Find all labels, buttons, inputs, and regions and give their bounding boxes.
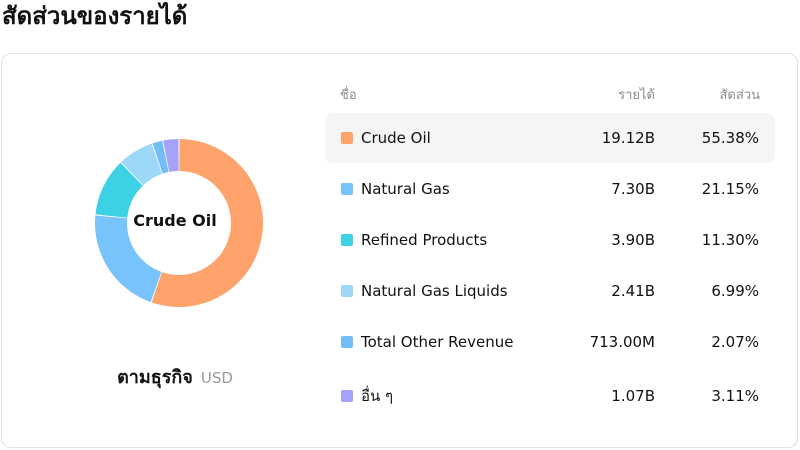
table-row[interactable]: อื่น ๆ 1.07B 3.11% [325,371,775,421]
row-revenue: 19.12B [601,129,655,147]
table-header: ชื่อ รายได้ สัดส่วน [340,86,760,106]
segment-title: ตามธุรกิจ [117,367,193,388]
legend-swatch [341,390,353,402]
donut-slice[interactable] [152,140,169,174]
donut-slice[interactable] [163,139,179,172]
row-name: Total Other Revenue [361,333,514,351]
table-row[interactable]: Crude Oil 19.12B 55.38% [325,113,775,163]
row-share: 3.11% [711,387,759,405]
donut-slice[interactable] [121,143,163,186]
row-revenue: 7.30B [611,180,655,198]
legend-swatch [341,336,353,348]
legend-swatch [341,285,353,297]
header-share: สัดส่วน [719,88,761,103]
row-share: 21.15% [701,180,759,198]
row-name: Natural Gas Liquids [361,282,508,300]
table-row[interactable]: Natural Gas 7.30B 21.15% [325,164,775,214]
row-name: Refined Products [361,231,488,249]
row-share: 55.38% [701,129,759,147]
donut-slice[interactable] [95,162,143,218]
legend-swatch [341,132,353,144]
chart-caption: ตามธุรกิจ USD [0,362,350,391]
row-share: 6.99% [711,282,759,300]
header-revenue: รายได้ [618,88,655,103]
row-revenue: 713.00M [589,333,655,351]
donut-center-label: Crude Oil [133,211,217,230]
row-revenue: 2.41B [611,282,655,300]
table-row[interactable]: Natural Gas Liquids 2.41B 6.99% [325,266,775,316]
legend-swatch [341,183,353,195]
row-share: 2.07% [711,333,759,351]
header-name: ชื่อ [340,88,357,103]
currency-label: USD [200,369,233,387]
row-revenue: 3.90B [611,231,655,249]
row-revenue: 1.07B [611,387,655,405]
donut-slice[interactable] [94,215,162,303]
page-title: สัดส่วนของรายได้ [2,2,188,30]
row-share: 11.30% [701,231,759,249]
row-name: Natural Gas [361,180,450,198]
table-row[interactable]: Refined Products 3.90B 11.30% [325,215,775,265]
donut-chart-svg [94,139,263,307]
donut-chart [94,135,264,311]
row-name: อื่น ๆ [361,387,394,405]
donut-slice[interactable] [151,139,263,307]
row-name: Crude Oil [361,129,431,147]
table-row[interactable]: Total Other Revenue 713.00M 2.07% [325,317,775,367]
legend-swatch [341,234,353,246]
